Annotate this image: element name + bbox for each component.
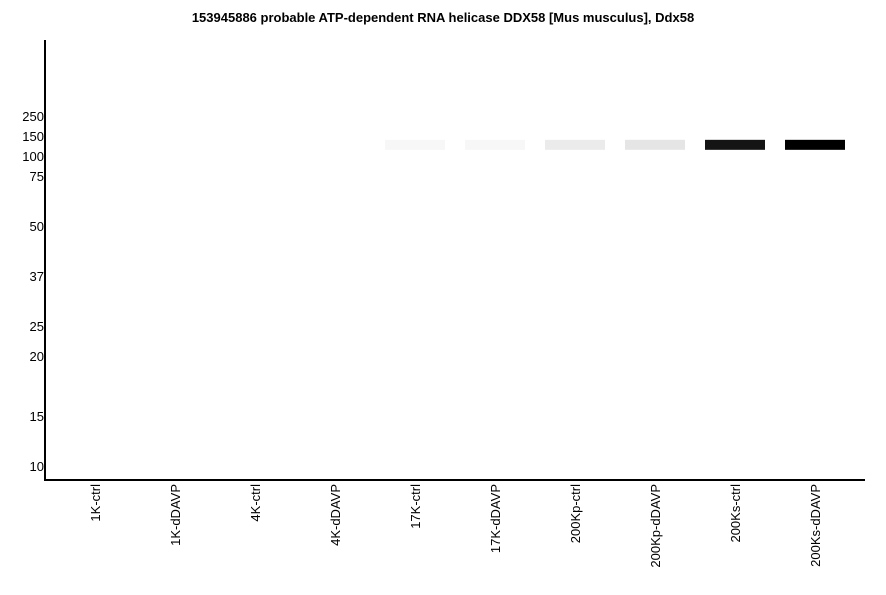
chart-title: 153945886 probable ATP-dependent RNA hel… — [191, 10, 695, 25]
y-tick-label: 37 — [30, 269, 44, 284]
lane-label: 200Kp-ctrl — [568, 484, 583, 543]
band — [465, 140, 525, 150]
lane-label: 1K-ctrl — [88, 484, 103, 522]
y-tick-labels: 250 150 100 75 50 37 25 20 15 10 — [22, 109, 44, 474]
lane-label: 17K-ctrl — [408, 484, 423, 529]
lane-label: 17K-dDAVP — [488, 484, 503, 553]
y-tick-label: 75 — [30, 169, 44, 184]
y-tick-label: 50 — [30, 219, 44, 234]
band — [625, 139, 685, 150]
y-tick-label: 100 — [22, 149, 44, 164]
y-tick-label: 25 — [30, 319, 44, 334]
y-tick-label: 150 — [22, 129, 44, 144]
lane-labels: 1K-ctrl 1K-dDAVP 4K-ctrl 4K-dDAVP 17K-ctrl 17… — [88, 484, 823, 568]
lane-label: 4K-ctrl — [248, 484, 263, 522]
lane-label: 4K-dDAVP — [328, 484, 343, 546]
y-tick-label: 250 — [22, 109, 44, 124]
band — [705, 139, 765, 150]
lane-label: 200Ks-dDAVP — [808, 484, 823, 567]
lane-label: 200Ks-ctrl — [728, 484, 743, 543]
band — [545, 139, 605, 150]
band — [785, 139, 845, 150]
band — [385, 140, 445, 150]
lane-label: 200Kp-dDAVP — [648, 484, 663, 568]
lane-label: 1K-dDAVP — [168, 484, 183, 546]
bands — [385, 139, 845, 150]
y-tick-label: 20 — [30, 349, 44, 364]
y-tick-label: 15 — [30, 409, 44, 424]
axes — [44, 40, 865, 481]
y-tick-label: 10 — [30, 459, 44, 474]
